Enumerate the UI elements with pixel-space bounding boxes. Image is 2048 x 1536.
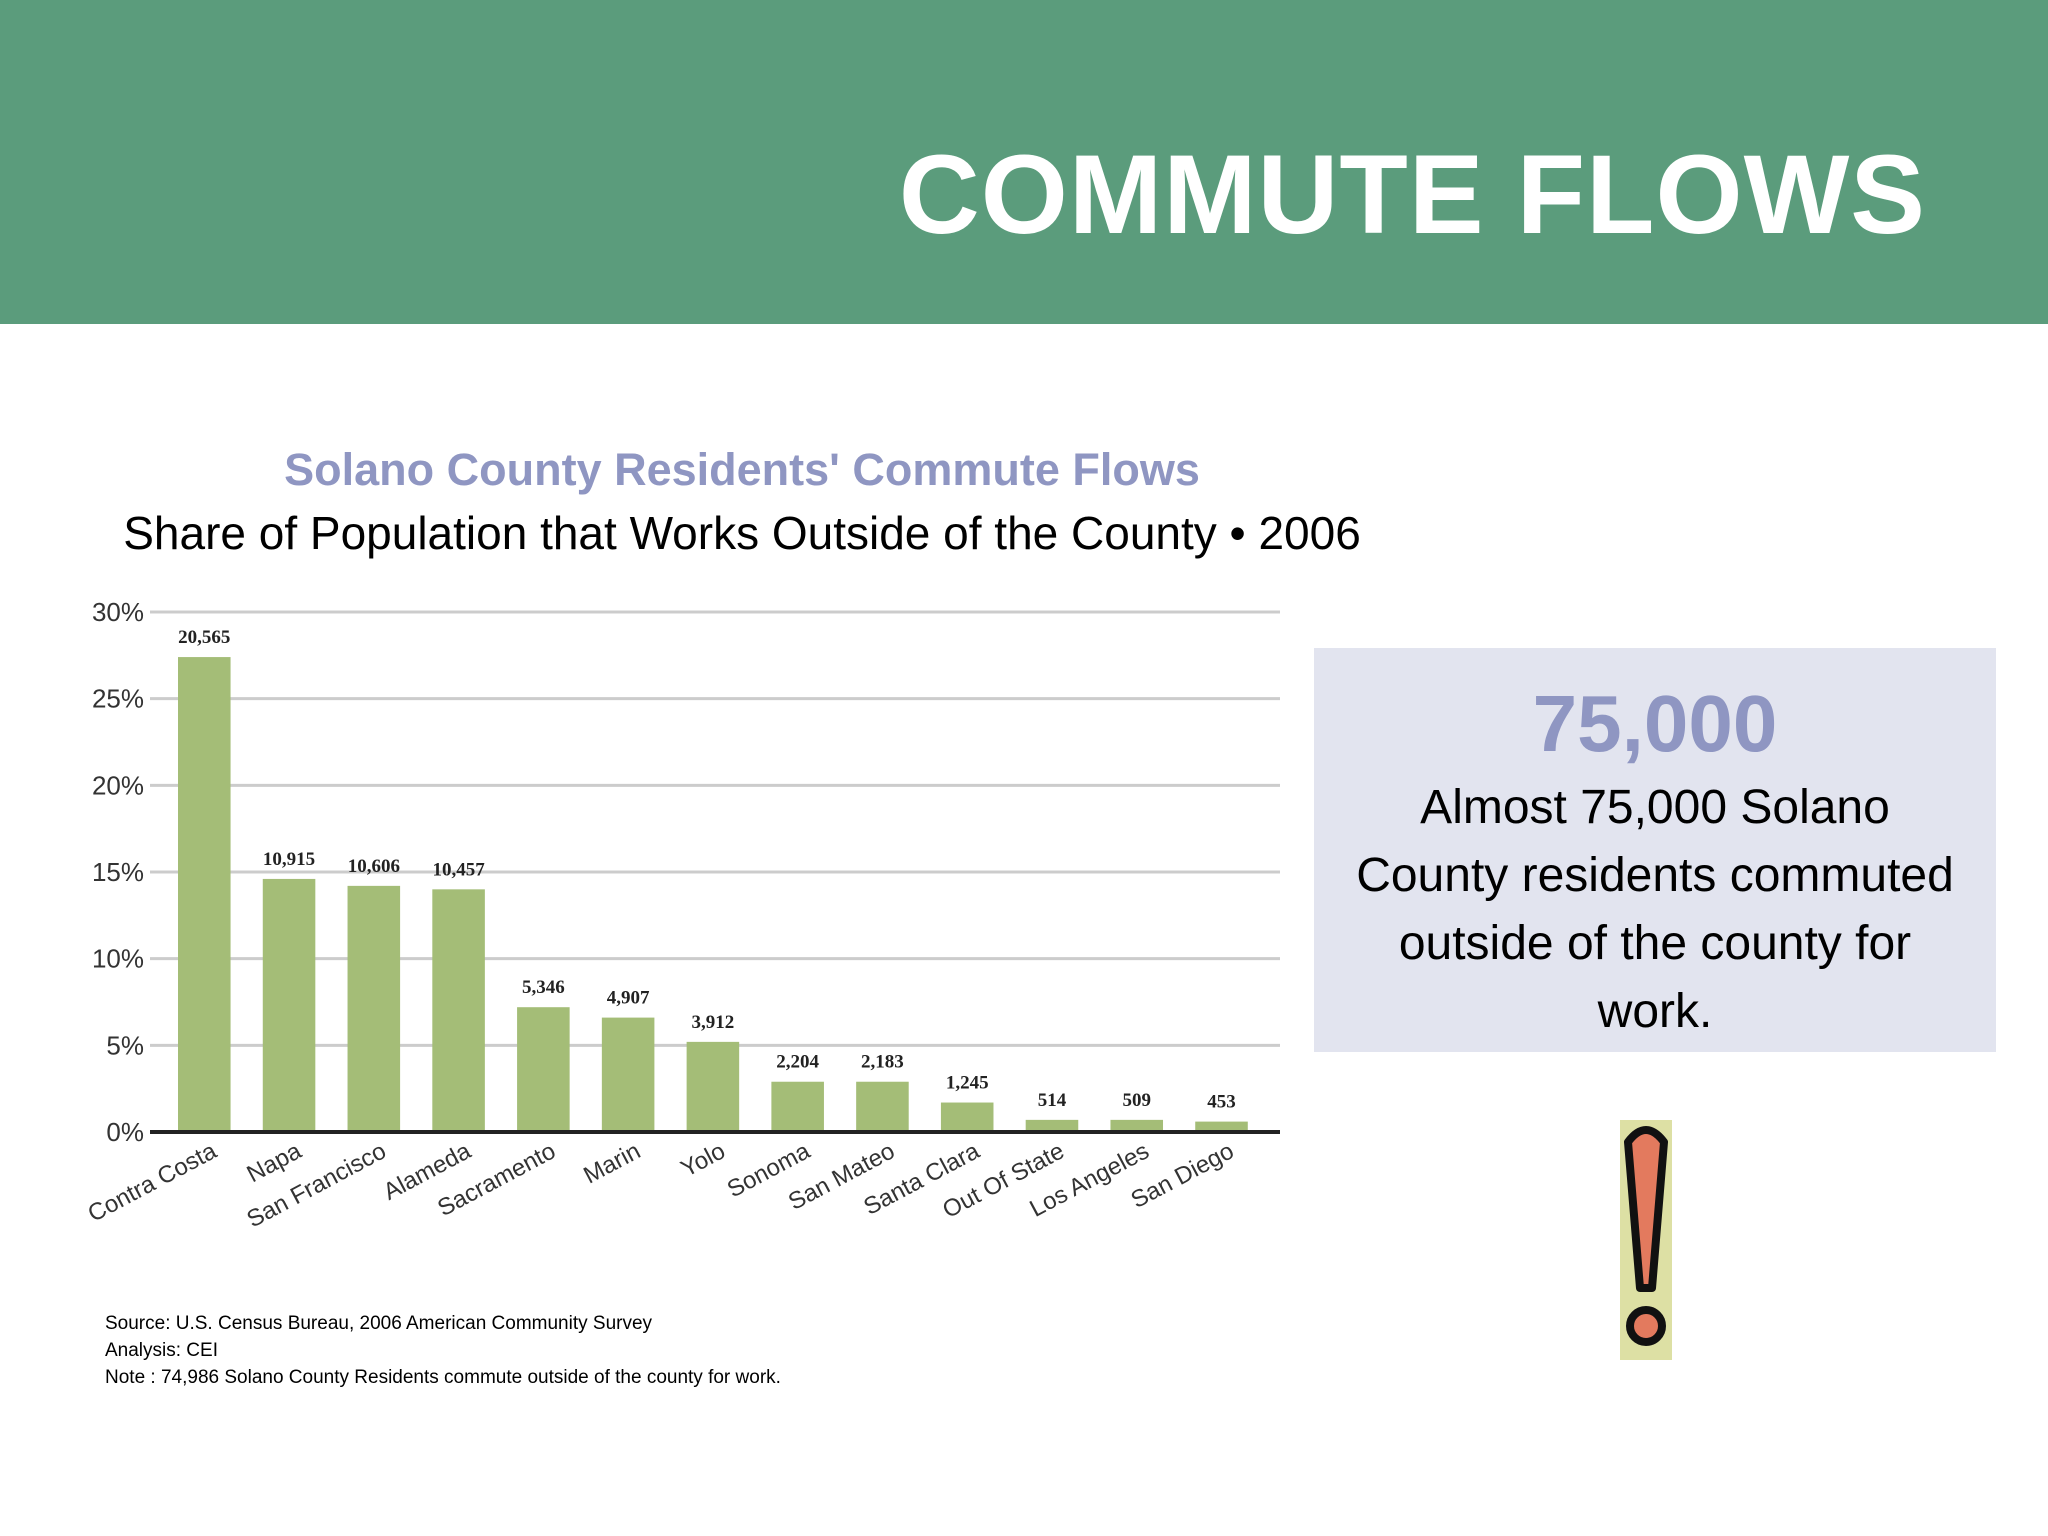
bar [1195,1121,1248,1132]
data-label: 20,565 [178,627,230,648]
callout-value: 75,000 [1532,679,1778,768]
page-title: COMMUTE FLOWS [898,132,1926,257]
data-label: 3,912 [692,1012,735,1033]
bar [940,1102,994,1132]
y-tick-label: 0% [106,1117,144,1147]
exclamation-stroke [1624,1126,1668,1292]
exclamation-icon [1620,1120,1672,1360]
data-label: 514 [1038,1090,1067,1111]
bar [1110,1119,1164,1132]
bar [771,1081,824,1132]
y-tick-label: 15% [92,857,144,887]
header-banner: COMMUTE FLOWS [0,0,2048,324]
y-tick-label: 25% [92,684,144,714]
data-label: 10,606 [348,856,400,877]
bar [347,885,401,1132]
callout-text: Almost 75,000 Solano County residents co… [1356,781,1954,1038]
data-label: 10,915 [263,849,315,870]
exclamation-dot [1626,1306,1666,1346]
data-label: 2,183 [861,1052,904,1073]
bar [517,1007,570,1132]
chart-title: Solano County Residents' Commute Flows [284,444,1200,495]
data-label: 10,457 [432,859,485,880]
y-tick-label: 10% [92,944,144,974]
bar [686,1041,740,1132]
source-notes: Source: U.S. Census Bureau, 2006 America… [105,1310,781,1391]
bar [432,889,485,1132]
bar-chart: 0% 5% 10% 15% 20% 25% 30% 20,565 Contra Costa 10,… [84,597,1280,1233]
y-tick-label: 5% [106,1030,144,1060]
bar [601,1017,655,1132]
bar [262,878,316,1132]
data-label: 4,907 [607,988,650,1009]
analysis-line: Analysis: CEI [105,1340,218,1361]
bar [856,1081,909,1132]
callout-box: 75,000 Almost 75,000 Solano County resid… [1314,648,1996,1052]
data-label: 1,245 [946,1073,989,1094]
source-line: Source: U.S. Census Bureau, 2006 America… [105,1313,653,1334]
chart-subtitle: Share of Population that Works Outside o… [123,507,1361,559]
note-line: Note : 74,986 Solano County Residents co… [105,1367,781,1388]
data-label: 509 [1122,1090,1151,1111]
y-tick-label: 30% [92,597,144,627]
data-label: 2,204 [776,1052,819,1073]
data-label: 453 [1207,1092,1236,1113]
data-label: 5,346 [522,977,565,998]
x-tick-label: Contra Costa [84,1137,222,1228]
bar [1025,1119,1079,1132]
x-tick-label: Marin [579,1137,645,1189]
x-tick-label: Yolo [677,1137,730,1182]
bar [178,657,231,1132]
y-tick-label: 20% [92,770,144,800]
